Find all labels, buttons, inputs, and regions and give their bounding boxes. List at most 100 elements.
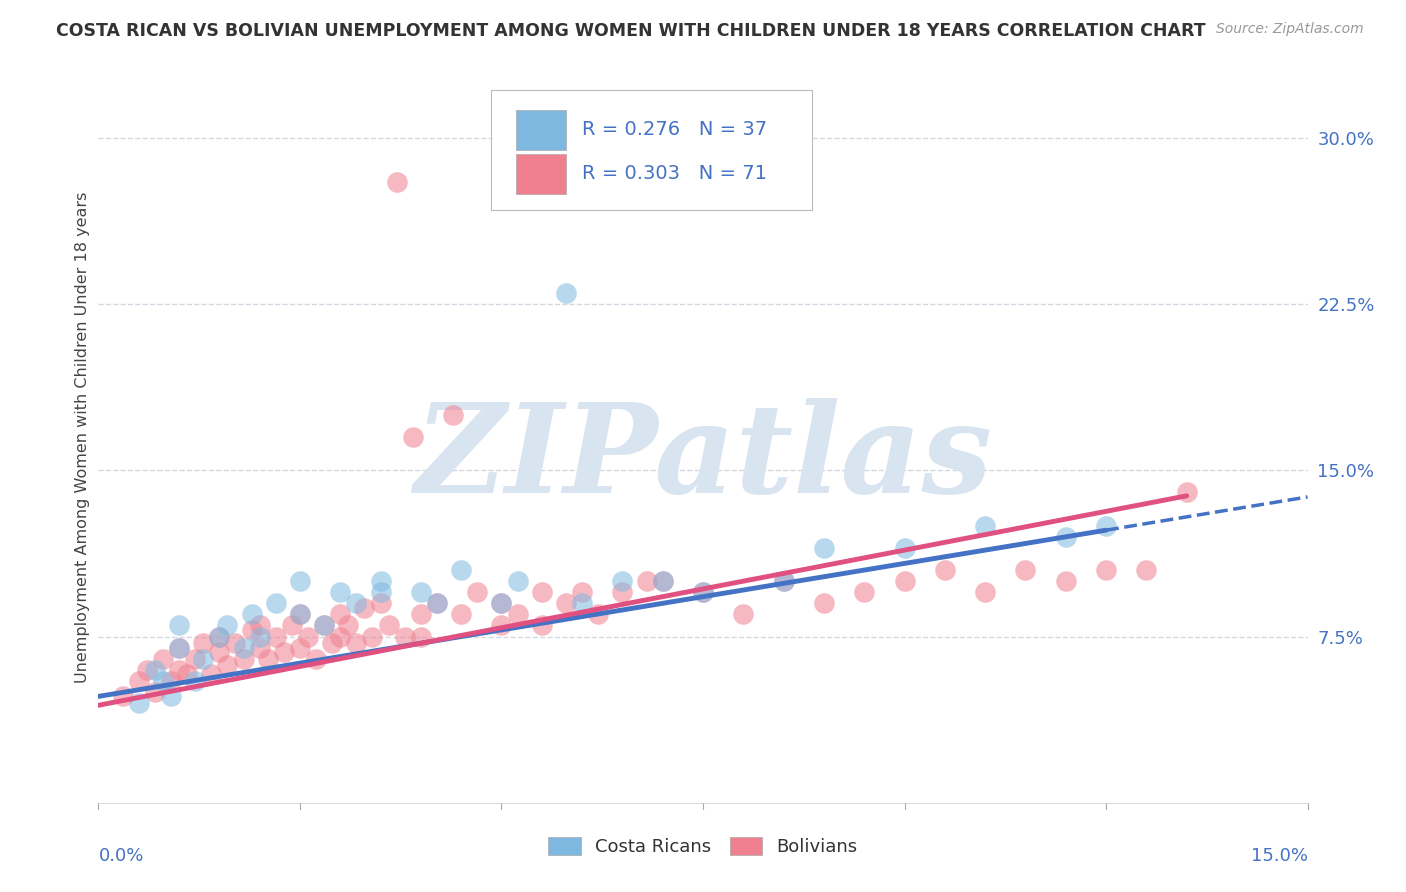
Point bbox=[208, 630, 231, 644]
Point bbox=[409, 607, 432, 622]
Point bbox=[273, 645, 295, 659]
Point bbox=[329, 585, 352, 599]
Point bbox=[1054, 530, 1077, 544]
Point bbox=[329, 607, 352, 622]
Point bbox=[167, 618, 190, 632]
Point bbox=[217, 618, 239, 632]
Text: R = 0.303   N = 71: R = 0.303 N = 71 bbox=[582, 164, 768, 183]
Point bbox=[232, 651, 254, 665]
Point bbox=[288, 607, 311, 622]
Point bbox=[409, 630, 432, 644]
Point bbox=[224, 636, 246, 650]
Point bbox=[692, 585, 714, 599]
Point bbox=[377, 618, 399, 632]
Point bbox=[167, 663, 190, 677]
Point bbox=[1135, 563, 1157, 577]
Point bbox=[385, 175, 408, 189]
Point bbox=[249, 640, 271, 655]
Point bbox=[450, 607, 472, 622]
Point bbox=[288, 574, 311, 589]
Point bbox=[193, 636, 215, 650]
Text: ZIPatlas: ZIPatlas bbox=[413, 398, 993, 520]
Text: R = 0.276   N = 37: R = 0.276 N = 37 bbox=[582, 120, 768, 139]
Point bbox=[111, 690, 134, 704]
Point bbox=[530, 585, 553, 599]
Point bbox=[288, 607, 311, 622]
Point bbox=[772, 574, 794, 589]
Point bbox=[692, 585, 714, 599]
Point bbox=[264, 630, 287, 644]
Point bbox=[1054, 574, 1077, 589]
Point bbox=[128, 673, 150, 688]
Point bbox=[402, 430, 425, 444]
Point bbox=[184, 651, 207, 665]
Point bbox=[1095, 563, 1118, 577]
Point bbox=[934, 563, 956, 577]
Point bbox=[217, 658, 239, 673]
Text: COSTA RICAN VS BOLIVIAN UNEMPLOYMENT AMONG WOMEN WITH CHILDREN UNDER 18 YEARS CO: COSTA RICAN VS BOLIVIAN UNEMPLOYMENT AMO… bbox=[56, 22, 1206, 40]
Point bbox=[370, 574, 392, 589]
Point bbox=[813, 541, 835, 555]
Point bbox=[208, 645, 231, 659]
Point bbox=[974, 518, 997, 533]
Point bbox=[1014, 563, 1036, 577]
Point bbox=[370, 585, 392, 599]
Point bbox=[143, 685, 166, 699]
Point bbox=[491, 618, 513, 632]
Point bbox=[240, 607, 263, 622]
Point bbox=[893, 541, 915, 555]
Point bbox=[636, 574, 658, 589]
Point bbox=[450, 563, 472, 577]
Point bbox=[167, 640, 190, 655]
Point bbox=[208, 630, 231, 644]
Point bbox=[853, 585, 876, 599]
Point bbox=[305, 651, 328, 665]
Point bbox=[184, 673, 207, 688]
Point bbox=[249, 618, 271, 632]
Y-axis label: Unemployment Among Women with Children Under 18 years: Unemployment Among Women with Children U… bbox=[75, 192, 90, 682]
Point bbox=[297, 630, 319, 644]
Point bbox=[813, 596, 835, 610]
Point bbox=[249, 630, 271, 644]
Point bbox=[321, 636, 343, 650]
Point bbox=[370, 596, 392, 610]
Point bbox=[353, 600, 375, 615]
Point bbox=[612, 574, 634, 589]
Point bbox=[555, 596, 578, 610]
Point bbox=[571, 596, 593, 610]
Point bbox=[426, 596, 449, 610]
Point bbox=[893, 574, 915, 589]
Point bbox=[160, 673, 183, 688]
Point bbox=[441, 408, 464, 422]
Point bbox=[128, 696, 150, 710]
Text: 15.0%: 15.0% bbox=[1250, 847, 1308, 864]
Point bbox=[344, 636, 367, 650]
Point bbox=[491, 596, 513, 610]
Point bbox=[394, 630, 416, 644]
Point bbox=[152, 651, 174, 665]
Point bbox=[361, 630, 384, 644]
Point bbox=[200, 667, 222, 681]
Point bbox=[974, 585, 997, 599]
Point bbox=[135, 663, 157, 677]
Point bbox=[506, 607, 529, 622]
Point bbox=[329, 630, 352, 644]
Point bbox=[612, 585, 634, 599]
FancyBboxPatch shape bbox=[516, 110, 567, 150]
Point bbox=[555, 285, 578, 300]
Point bbox=[256, 651, 278, 665]
Text: Source: ZipAtlas.com: Source: ZipAtlas.com bbox=[1216, 22, 1364, 37]
FancyBboxPatch shape bbox=[492, 90, 811, 211]
Point bbox=[240, 623, 263, 637]
Point bbox=[491, 596, 513, 610]
Point bbox=[571, 585, 593, 599]
Point bbox=[344, 596, 367, 610]
Point bbox=[143, 663, 166, 677]
Text: 0.0%: 0.0% bbox=[98, 847, 143, 864]
Point bbox=[409, 585, 432, 599]
Point bbox=[651, 574, 673, 589]
Point bbox=[1095, 518, 1118, 533]
Point bbox=[193, 651, 215, 665]
Point bbox=[733, 607, 755, 622]
Point bbox=[288, 640, 311, 655]
